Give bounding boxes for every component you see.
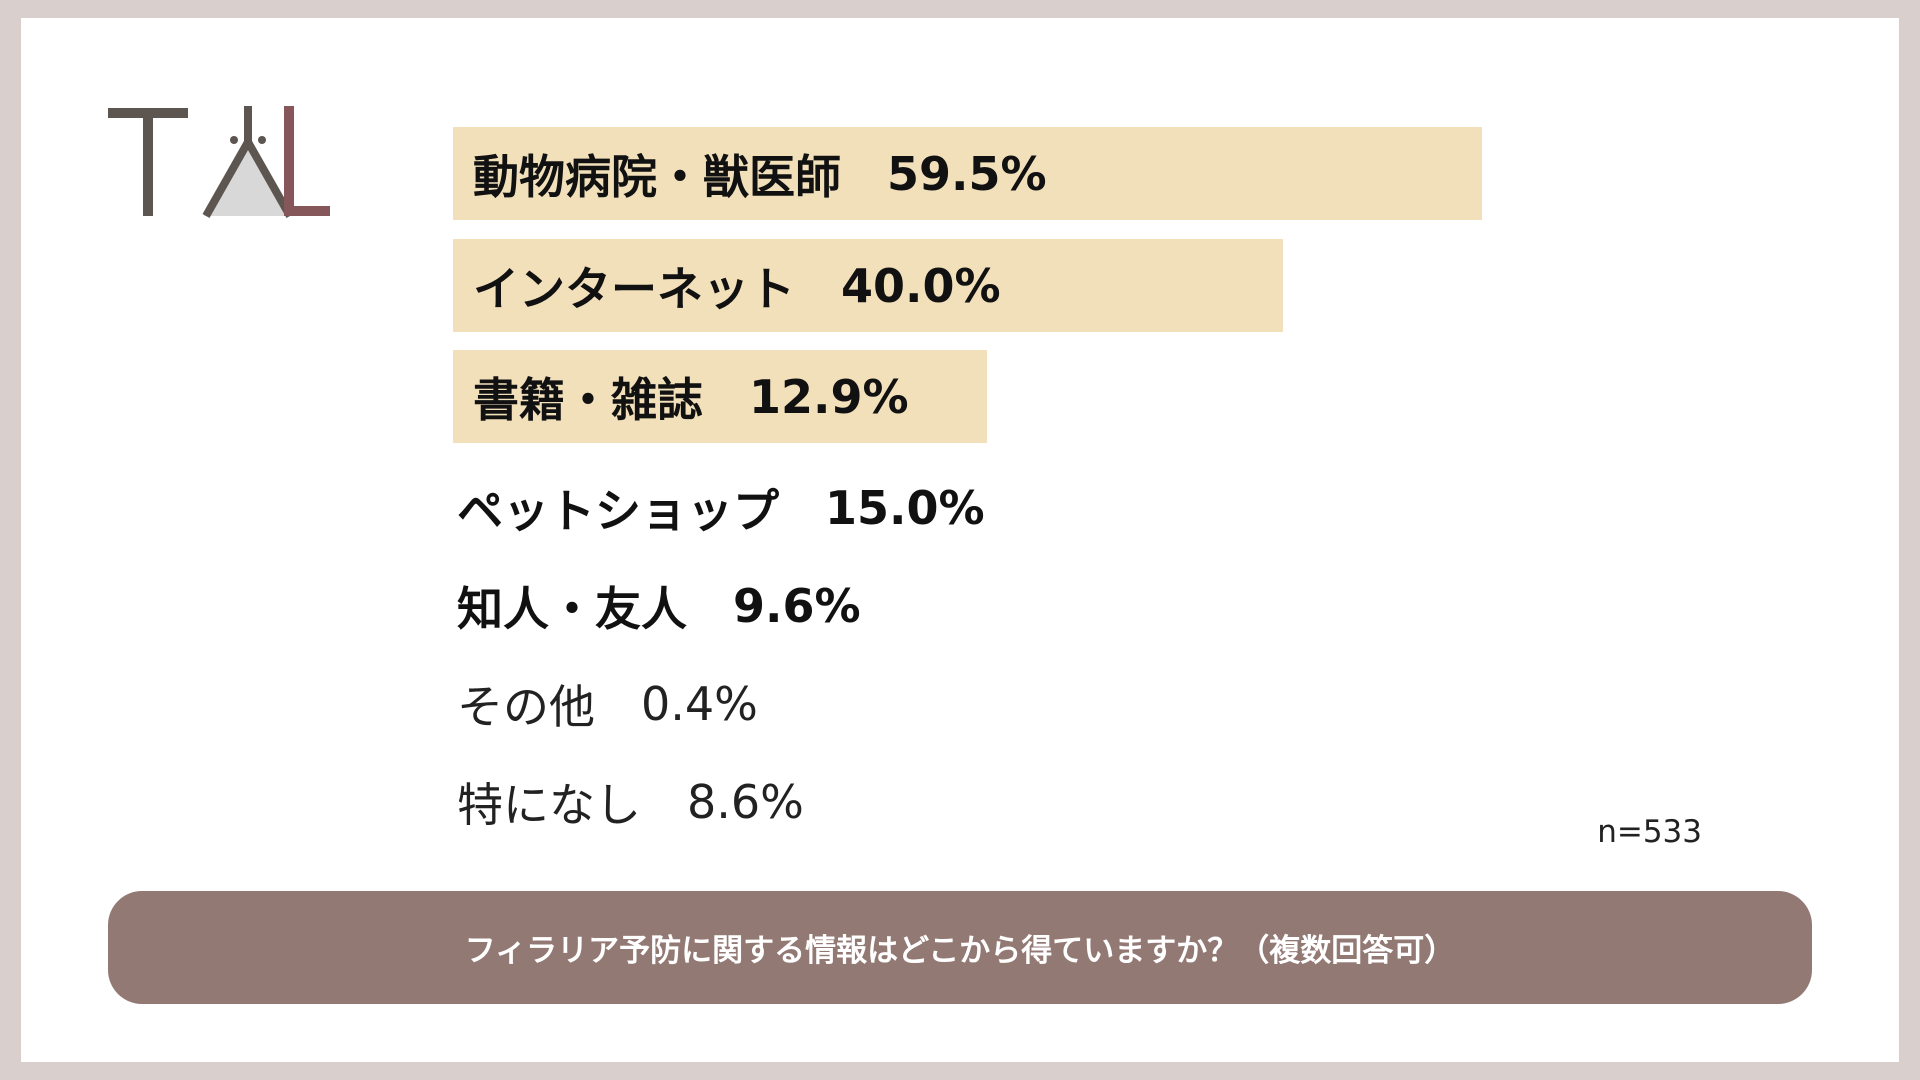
answer-label: 特になし xyxy=(457,778,641,832)
question-banner: フィラリア予防に関する情報はどこから得ていますか？（複数回答可） xyxy=(108,891,1812,1004)
answer-label: インターネット xyxy=(473,261,795,316)
answer-item: 知人・友人 9.6% xyxy=(453,576,861,636)
answer-value: 0.4% xyxy=(641,677,758,731)
sample-size: n=533 xyxy=(1597,814,1702,850)
answer-item: その他 0.4% xyxy=(453,674,758,734)
answer-label: 知人・友人 xyxy=(457,582,687,636)
question: フィラリア予防に関する情報はどこから得ていますか？（複数回答可） xyxy=(464,933,1456,969)
answer-value: 15.0% xyxy=(825,481,985,535)
answer-value: 8.6% xyxy=(687,775,804,829)
answer-label: その他 xyxy=(457,680,595,734)
answer-item: 特になし 8.6% xyxy=(453,772,804,832)
answer-value: 12.9% xyxy=(749,369,909,424)
answer-value: 9.6% xyxy=(733,579,861,633)
answer-item: 書籍・雑誌 12.9% xyxy=(453,350,987,443)
logo xyxy=(108,106,330,218)
answer-value: 59.5% xyxy=(887,146,1047,201)
answer-item: インターネット 40.0% xyxy=(453,239,1283,332)
answer-value: 40.0% xyxy=(841,258,1001,313)
answer-item: ペットショップ 15.0% xyxy=(453,478,985,538)
answer-item: 動物病院・獣医師 59.5% xyxy=(453,127,1482,220)
answer-label: ペットショップ xyxy=(457,484,779,538)
answer-label: 書籍・雑誌 xyxy=(473,372,703,427)
answer-label: 動物病院・獣医師 xyxy=(473,149,841,204)
